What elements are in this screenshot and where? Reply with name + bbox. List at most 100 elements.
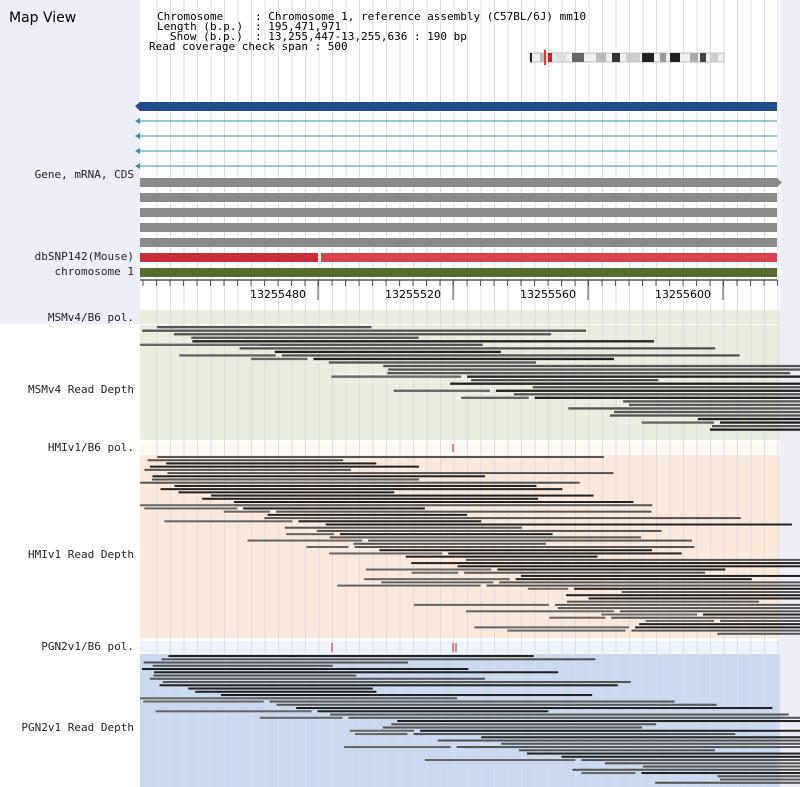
read-alignment: [581, 772, 636, 775]
read-alignment: [527, 752, 800, 755]
read-alignment: [144, 468, 352, 471]
read-alignment: [269, 700, 675, 703]
read-alignment: [467, 375, 800, 378]
read-alignment: [179, 354, 276, 357]
read-alignment: [188, 687, 373, 690]
read-alignment: [331, 375, 462, 378]
read-alignment: [149, 677, 485, 680]
read-alignment: [160, 488, 563, 491]
read-alignment: [306, 546, 349, 549]
read-alignment: [161, 658, 596, 661]
read-alignment: [142, 668, 469, 671]
pgn-depth-label: PGN2v1 Read Depth: [21, 721, 134, 734]
read-alignment: [574, 587, 800, 590]
read-alignment: [239, 347, 716, 350]
read-alignment: [645, 619, 714, 622]
read-alignment: [211, 494, 594, 497]
read-alignment: [349, 729, 415, 732]
read-alignment: [474, 626, 629, 629]
read-alignment: [717, 632, 800, 635]
read-alignment: [448, 552, 682, 555]
read-alignment: [276, 510, 652, 513]
msm-depth-label: MSMv4 Read Depth: [28, 383, 134, 396]
read-alignment: [337, 584, 481, 587]
ideogram-band: [596, 53, 606, 62]
read-alignment: [202, 497, 538, 500]
cds-bar: [140, 178, 777, 187]
read-alignment: [192, 340, 655, 343]
cds-bar: [140, 238, 777, 247]
read-alignment: [143, 661, 409, 664]
ideogram-band: [710, 53, 718, 62]
ideogram-band: [660, 53, 666, 62]
read-alignment: [247, 539, 363, 542]
read-alignment: [259, 716, 343, 719]
read-alignment: [154, 671, 559, 674]
read-alignment: [515, 578, 752, 581]
read-alignment: [313, 357, 614, 361]
read-alignment: [610, 414, 800, 417]
read-alignment: [195, 690, 377, 693]
read-alignment: [366, 568, 492, 571]
read-alignment: [330, 713, 789, 716]
cds-bar: [140, 223, 777, 232]
read-alignment: [501, 742, 800, 745]
read-alignment: [140, 343, 261, 346]
read-alignment: [631, 629, 800, 632]
read-alignment: [461, 396, 529, 399]
read-alignment: [274, 350, 501, 354]
read-alignment: [174, 484, 537, 487]
ideogram-band: [548, 53, 552, 62]
read-alignment: [619, 610, 800, 613]
read-alignment: [388, 368, 800, 371]
read-alignment: [156, 326, 372, 329]
gene-direction-arrow: [135, 102, 140, 111]
read-alignment: [251, 357, 308, 361]
ideogram-band: [642, 53, 654, 62]
read-alignment: [355, 733, 408, 736]
read-alignment: [325, 523, 792, 526]
hmi-depth-label: HMIv1 Read Depth: [28, 548, 134, 561]
read-alignment: [623, 400, 800, 403]
read-alignment: [140, 697, 263, 700]
read-alignment: [363, 578, 510, 581]
coverage-text: Read coverage check span : 500: [149, 40, 348, 53]
read-alignment: [168, 655, 534, 658]
read-alignment: [554, 603, 800, 606]
read-alignment: [466, 610, 614, 613]
read-alignment: [527, 587, 569, 590]
gene-track-label: Gene, mRNA, CDS: [34, 168, 134, 181]
read-alignment: [518, 749, 715, 752]
read-alignment: [465, 558, 800, 561]
read-alignment: [561, 755, 800, 758]
read-alignment: [712, 424, 800, 428]
read-alignment: [329, 552, 443, 555]
read-alignment: [243, 507, 425, 510]
read-alignment: [383, 364, 800, 368]
read-alignment: [628, 403, 800, 407]
read-alignment: [191, 336, 419, 339]
read-alignment: [566, 600, 759, 603]
read-alignment: [720, 778, 800, 781]
cds-direction-arrow: [777, 178, 782, 187]
ideogram-band: [556, 53, 566, 62]
read-alignment: [532, 386, 800, 389]
read-alignment: [641, 772, 800, 775]
left-label-panel-lower: [0, 324, 140, 787]
chromosome-track-label: chromosome 1: [54, 265, 134, 278]
ideogram-position-marker: [544, 50, 546, 65]
read-alignment: [140, 504, 292, 507]
read-alignment: [720, 421, 800, 424]
read-alignment: [411, 571, 459, 574]
ideogram-band: [670, 53, 680, 62]
read-alignment: [703, 613, 800, 616]
hmi-pol-label: HMIv1/B6 pol.: [47, 441, 134, 454]
read-alignment: [382, 726, 642, 729]
read-alignment: [642, 765, 800, 768]
page-title: Map View: [9, 10, 77, 26]
read-alignment: [220, 694, 593, 697]
read-alignment: [286, 533, 335, 536]
read-alignment: [397, 720, 800, 723]
read-alignment: [178, 491, 395, 494]
